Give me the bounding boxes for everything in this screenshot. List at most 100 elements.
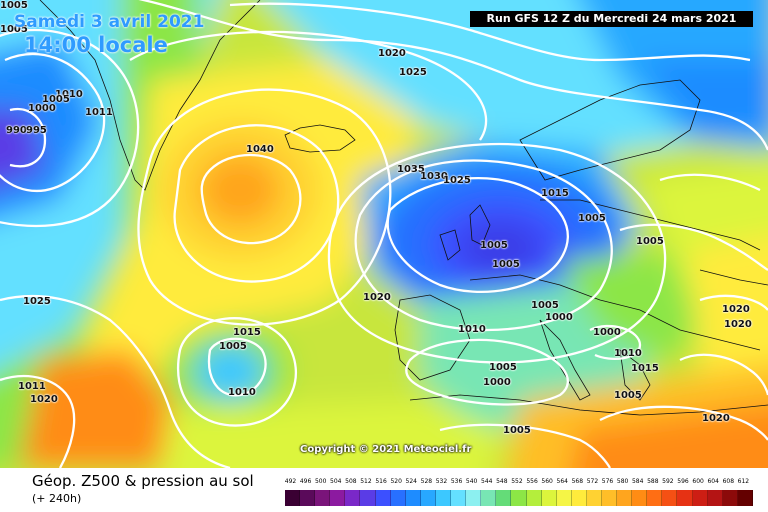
pressure-label: 1025 (399, 67, 427, 78)
legend-swatch (315, 490, 331, 506)
legend-swatch (375, 490, 391, 506)
legend-swatch (330, 490, 346, 506)
pressure-label: 1030 (420, 171, 448, 182)
legend-value: 584 (631, 478, 644, 485)
legend-value: 508 (345, 478, 357, 485)
legend-swatch (722, 490, 738, 506)
pressure-label: 1020 (30, 394, 58, 405)
copyright: Copyright © 2021 Meteociel.fr (300, 444, 472, 455)
pressure-label: 1000 (28, 103, 56, 114)
legend-value: 604 (707, 478, 719, 485)
legend-swatch (632, 490, 648, 506)
pressure-label: 1020 (363, 292, 391, 303)
pressure-label: 1011 (85, 107, 113, 118)
run-info: Run GFS 12 Z du Mercredi 24 mars 2021 (470, 11, 753, 27)
pressure-label: 1020 (722, 304, 750, 315)
legend-swatch (692, 490, 708, 506)
color-legend: 492 496 500 504 508 512 516 520 524 528 532 536 540 5… (285, 478, 753, 508)
legend-value: 596 (677, 478, 689, 485)
legend-value: 512 (360, 478, 372, 485)
pressure-label: 1020 (378, 48, 406, 59)
pressure-label: 1015 (233, 327, 261, 338)
pressure-label: 1005 (614, 390, 642, 401)
legend-value: 572 (586, 478, 599, 485)
legend-swatch (390, 490, 406, 506)
legend-value: 496 (299, 478, 312, 485)
legend-swatch (420, 490, 436, 506)
pressure-label: 1015 (631, 363, 659, 374)
pressure-label: 1020 (702, 413, 730, 424)
pressure-label: 1025 (23, 296, 51, 307)
legend-swatch (586, 490, 602, 506)
legend-swatch (617, 490, 633, 506)
legend-value: 608 (722, 478, 735, 485)
pressure-label: 1005 (489, 362, 517, 373)
legend-value: 576 (601, 478, 614, 485)
legend-value: 588 (647, 478, 659, 485)
pressure-label: 990 (6, 125, 27, 136)
legend-value: 612 (737, 478, 750, 485)
legend-value: 492 (284, 478, 297, 485)
pressure-label: 1005 (492, 259, 520, 270)
pressure-label: 1010 (55, 89, 83, 100)
pressure-label: 1010 (614, 348, 642, 359)
legend-value: 556 (526, 478, 538, 485)
legend-swatch (345, 490, 361, 506)
legend-value: 532 (435, 478, 448, 485)
forecast-lead-time: (+ 240h) (32, 492, 82, 505)
legend-value: 536 (450, 478, 463, 485)
weather-map: 1005 1005 1000 1010 1005 1011 990 995 10… (0, 0, 768, 468)
pressure-label: 1005 (480, 240, 508, 251)
pressure-label: 1005 (0, 24, 28, 35)
legend-swatch (556, 490, 572, 506)
pressure-label: 1020 (724, 319, 752, 330)
pressure-label: 995 (26, 125, 47, 136)
pressure-label: 1005 (0, 0, 28, 11)
legend-value: 504 (330, 478, 342, 485)
legend-swatch (707, 490, 723, 506)
legend-value: 600 (692, 478, 704, 485)
pressure-label: 1005 (42, 94, 70, 105)
legend-swatch (435, 490, 452, 506)
legend-value: 516 (375, 478, 387, 485)
legend-value: 564 (556, 478, 568, 485)
legend-swatches (285, 490, 753, 506)
legend-value: 500 (314, 478, 327, 485)
pressure-label: 1005 (503, 425, 531, 436)
legend-value: 568 (571, 478, 584, 485)
pressure-label: 1000 (545, 312, 573, 323)
pressure-label: 1040 (246, 144, 274, 155)
pressure-label: 1015 (541, 188, 569, 199)
pressure-label: 1005 (219, 341, 247, 352)
legend-value: 560 (541, 478, 553, 485)
legend-labels: 492 496 500 504 508 512 516 520 524 528 532 536 540 5… (285, 478, 753, 488)
pressure-label: 1005 (636, 236, 664, 247)
legend-swatch (466, 490, 482, 506)
legend-swatch (496, 490, 512, 506)
legend-value: 592 (662, 478, 674, 485)
map-title: Géop. Z500 & pression au sol (32, 472, 254, 490)
legend-value: 520 (390, 478, 402, 485)
pressure-label: 1000 (483, 377, 511, 388)
legend-swatch (662, 490, 678, 506)
pressure-label: 1005 (531, 300, 559, 311)
legend-value: 528 (420, 478, 433, 485)
legend-swatch (601, 490, 618, 506)
pressure-label: 1010 (228, 387, 256, 398)
legend-value: 552 (511, 478, 523, 485)
coastlines (39, 0, 768, 416)
legend-swatch (571, 490, 587, 506)
legend-swatch (451, 490, 467, 506)
pressure-label: 1035 (397, 164, 425, 175)
legend-swatch (647, 490, 663, 506)
pressure-label: 1025 (443, 175, 471, 186)
legend-swatch (526, 490, 542, 506)
legend-swatch (405, 490, 421, 506)
legend-swatch (481, 490, 497, 506)
geopotential-field (0, 0, 768, 468)
forecast-time: 14:00 locale (24, 33, 168, 57)
legend-swatch (677, 490, 693, 506)
legend-swatch (285, 490, 301, 506)
pressure-label: 1000 (593, 327, 621, 338)
legend-swatch (511, 490, 527, 506)
